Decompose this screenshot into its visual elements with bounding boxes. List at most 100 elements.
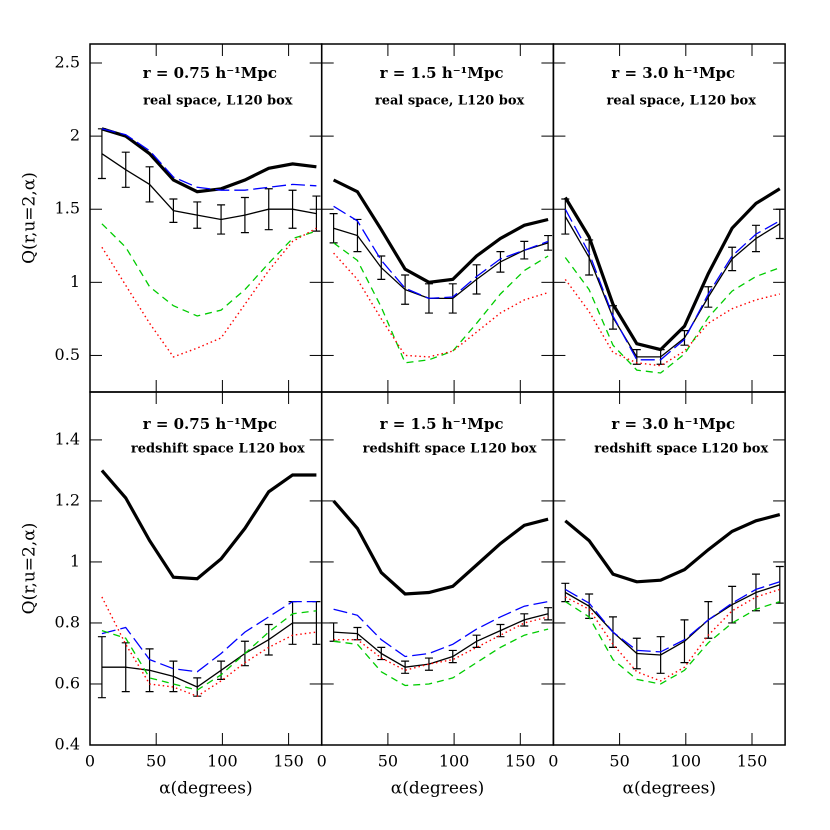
series-line [101, 128, 317, 191]
error-bar [680, 329, 689, 346]
series-line [333, 613, 549, 668]
series-line [333, 628, 549, 687]
error-bar [448, 649, 457, 664]
panel-title: r = 1.5 h⁻¹Mpc [380, 415, 504, 433]
series-line [332, 178, 549, 284]
panel-title: r = 0.75 h⁻¹Mpc [143, 415, 277, 433]
x-tick-label: 0 [317, 752, 327, 771]
error-bar [472, 264, 481, 295]
x-tick-label: 100 [671, 752, 702, 771]
x-tick-label: 0 [85, 752, 95, 771]
series-line [101, 600, 317, 673]
panel-subtitle: redshift space L120 box [131, 442, 305, 457]
panel-subtitle: real space, L120 box [375, 94, 525, 109]
y-tick-label: 1 [70, 551, 80, 570]
error-bar [496, 251, 505, 273]
series-line [333, 600, 549, 658]
panel-title: r = 0.75 h⁻¹Mpc [143, 64, 277, 82]
error-bar [193, 677, 202, 697]
y-axis-label: Q(r,u=2,α) [20, 172, 40, 264]
panel-title: r = 1.5 h⁻¹Mpc [380, 64, 504, 82]
error-bar [472, 634, 481, 648]
error-bar [775, 208, 784, 240]
series-line [101, 610, 317, 691]
series-line [564, 208, 781, 361]
panel-subtitle: real space, L120 box [607, 94, 757, 109]
panel-frame [552, 391, 786, 746]
error-bar [288, 189, 297, 229]
x-tick-label: 150 [737, 752, 768, 771]
series-line [333, 227, 549, 300]
series-line [333, 616, 549, 672]
error-bar [585, 593, 594, 619]
x-tick-label: 150 [273, 752, 304, 771]
series-line [564, 584, 781, 656]
error-bar [401, 274, 410, 305]
error-bar [193, 201, 202, 229]
series-line [101, 622, 317, 688]
error-bar [751, 224, 760, 253]
panel-subtitle: real space, L120 box [143, 94, 293, 109]
panel-subtitle: redshift space L120 box [363, 442, 537, 457]
y-tick-label: 2.5 [55, 53, 80, 72]
x-tick-label: 50 [146, 752, 166, 771]
series-line [101, 153, 317, 221]
panel-title: r = 3.0 h⁻¹Mpc [611, 64, 735, 82]
error-bar [353, 218, 362, 253]
series-line [333, 205, 549, 300]
error-bar [520, 240, 529, 260]
x-tick-label: 100 [439, 752, 470, 771]
x-tick-label: 150 [505, 752, 536, 771]
series-line [563, 187, 781, 352]
error-bar [561, 198, 570, 235]
error-bar [728, 585, 737, 624]
error-bar [608, 305, 617, 330]
series-line [564, 257, 781, 374]
error-bar [264, 623, 273, 656]
error-bar [704, 286, 713, 308]
series-line [564, 581, 780, 653]
y-tick-label: 0.8 [55, 612, 80, 631]
error-bar [240, 196, 249, 234]
x-tick-label: 50 [609, 752, 629, 771]
series-line [333, 252, 549, 358]
error-bar [401, 660, 410, 674]
series-line [564, 513, 781, 584]
error-bar [145, 166, 154, 203]
series-line [100, 469, 317, 581]
x-axis-label: α(degrees) [391, 779, 485, 799]
error-bar [312, 195, 321, 232]
series-line [332, 499, 549, 596]
error-bar [520, 613, 529, 627]
error-bar [377, 646, 386, 661]
y-tick-label: 1.4 [55, 429, 80, 448]
series-line [333, 242, 549, 364]
x-axis-label: α(degrees) [622, 779, 716, 799]
x-axis-label: α(degrees) [159, 779, 253, 799]
y-tick-label: 0.6 [55, 673, 80, 692]
error-bar [496, 623, 505, 638]
y-axis-label: Q(r,u=2,α) [20, 523, 40, 615]
error-bar [775, 565, 784, 604]
series-line [101, 223, 317, 317]
error-bar [544, 234, 553, 251]
error-bar [448, 283, 457, 314]
error-bar [264, 188, 273, 231]
y-tick-label: 1.2 [55, 490, 80, 509]
error-bar [728, 246, 737, 272]
y-tick-label: 0.5 [55, 345, 80, 364]
error-bar [632, 637, 641, 670]
y-tick-label: 1.5 [55, 199, 80, 218]
y-tick-label: 0.4 [55, 735, 80, 754]
y-tick-label: 1 [70, 272, 80, 291]
x-tick-label: 100 [207, 752, 238, 771]
series-line [101, 227, 317, 358]
series-line [564, 216, 781, 358]
error-bar [329, 213, 338, 244]
panel-subtitle: redshift space L120 box [594, 442, 768, 457]
error-bar [544, 607, 553, 621]
y-tick-label: 2 [70, 126, 80, 145]
series-line [101, 127, 317, 194]
panel-title: r = 3.0 h⁻¹Mpc [611, 415, 735, 433]
